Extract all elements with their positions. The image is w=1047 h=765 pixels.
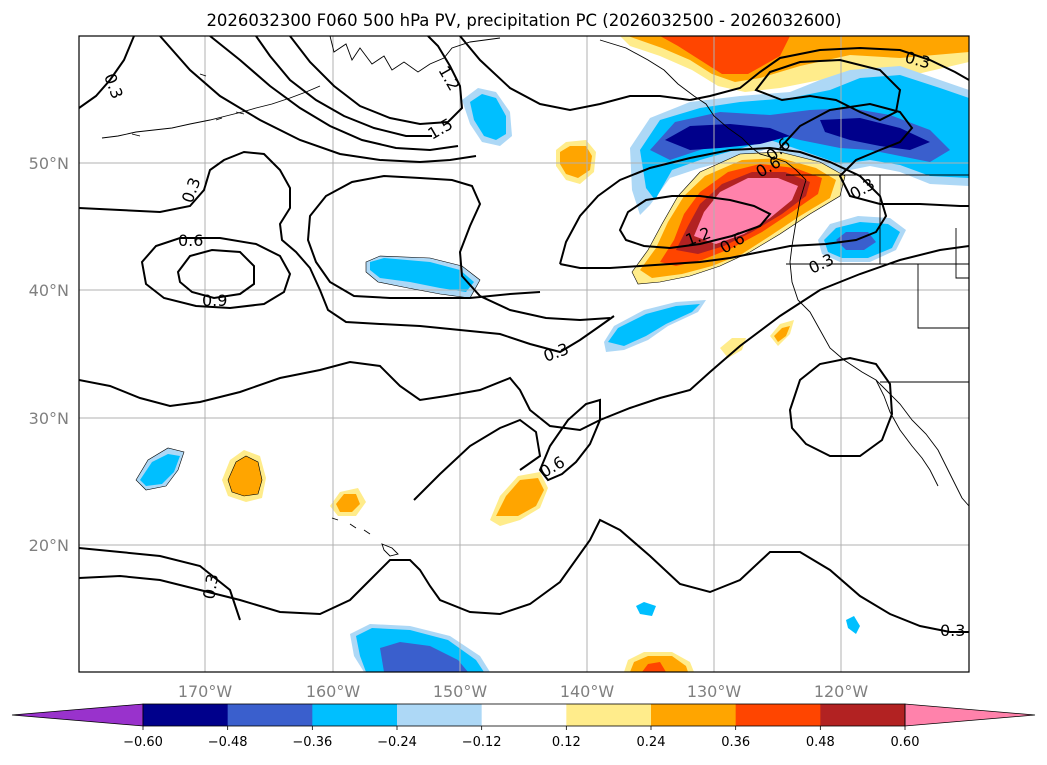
colorbar-swatch xyxy=(143,704,229,726)
pv-contour-south-loop xyxy=(79,518,969,633)
gulf-islands xyxy=(131,73,245,137)
us-west-coast xyxy=(789,179,969,507)
colorbar-tick-label: 0.36 xyxy=(721,735,750,750)
map-frame xyxy=(78,35,970,673)
pv-contour-06-central xyxy=(538,398,601,482)
pv-contour-12-gulf xyxy=(289,36,464,126)
precip-baja-positive-b-core xyxy=(774,326,790,342)
precip-gulf-positive-core xyxy=(560,146,592,178)
colorbar-tick-label: 0.24 xyxy=(637,735,666,750)
pv-contour-oregon-trough xyxy=(559,146,888,269)
lon-label: 130°W xyxy=(687,682,742,701)
precip-west-negative-core xyxy=(140,454,180,486)
baja-peninsula xyxy=(875,379,939,487)
precip-hawaii-positive-core xyxy=(336,494,360,512)
pv-contour-15-gulf xyxy=(255,36,432,137)
colorbar-swatch xyxy=(312,704,398,726)
pv-contour-outer-gulf-a xyxy=(159,36,477,164)
precip-outlines xyxy=(135,151,846,497)
precip-sw-negative-core xyxy=(608,304,700,346)
longitude-labels: 170°W 160°W 150°W 140°W 130°W 120°W xyxy=(178,682,869,701)
latitude-labels: 50°N 40°N 30°N 20°N xyxy=(29,154,69,555)
pv-contour-ne-trough-loop xyxy=(413,418,542,501)
bc-alaska-panhandle xyxy=(599,39,807,181)
pv-contours xyxy=(79,36,969,633)
precip-gulf-negative-core xyxy=(470,94,506,140)
colorbar-swatch xyxy=(820,704,906,726)
colorbar-swatch xyxy=(397,704,483,726)
figure-title: 2026032300 F060 500 hPa PV, precipitatio… xyxy=(206,11,841,30)
precip-small-negative-a xyxy=(636,602,656,616)
lat-label: 20°N xyxy=(29,536,69,555)
pv-contour-ne-loop xyxy=(754,58,902,122)
coastlines xyxy=(101,36,969,557)
precip-west-positive-core xyxy=(228,456,262,496)
pv-contour-03-subtropics xyxy=(79,245,969,432)
colorbar-swatch xyxy=(481,704,567,726)
map-panel: 0.3 0.3 0.6 0.9 1.2 1.5 0.3 0.6 1.2 0.6 … xyxy=(79,36,969,672)
colorbar-frame xyxy=(142,703,906,727)
precip-south-negative-core xyxy=(380,642,468,672)
precip-midpac-negative-core xyxy=(370,258,474,292)
lon-label: 140°W xyxy=(560,682,615,701)
colorbar-tick-label: 0.60 xyxy=(891,735,920,750)
pv-contour-06-ring xyxy=(140,237,292,310)
pv-contour-03-west xyxy=(79,150,615,354)
alaska-coast xyxy=(329,36,501,73)
pv-contour-09-ring xyxy=(176,248,255,300)
lon-label: 120°W xyxy=(814,682,869,701)
lat-label: 30°N xyxy=(29,409,69,428)
colorbar-swatch xyxy=(651,704,737,726)
contour-label: 0.6 xyxy=(178,231,203,250)
lon-label: 170°W xyxy=(178,682,233,701)
colorbar: −0.60 −0.48 −0.36 −0.24 −0.12 0.12 0.24 0.36 0.4… xyxy=(11,703,1036,750)
precip-small-negative-b xyxy=(846,616,860,634)
precip-south-positive-red xyxy=(642,662,666,672)
contour-label: 0.3 xyxy=(199,572,222,600)
pv-contour-12-oregon xyxy=(618,195,772,250)
precip-north-positive-inner xyxy=(660,36,790,74)
precip-central-positive-core xyxy=(496,478,544,516)
precip-oregon-positive-core xyxy=(694,178,798,244)
pv-contour-30n-oval xyxy=(788,356,894,457)
colorbar-tick-label: −0.12 xyxy=(462,735,502,750)
colorbar-swatch xyxy=(735,704,821,726)
lat-label: 50°N xyxy=(29,154,69,173)
colorbar-extend-low xyxy=(11,703,144,727)
pv-contour-03-gulf xyxy=(459,36,691,112)
colorbar-tick-label: −0.36 xyxy=(292,735,332,750)
precipitation-shading xyxy=(136,36,969,672)
pv-contour-03-south xyxy=(79,547,241,621)
precip-nepac-negative-core xyxy=(665,118,930,150)
pv-contour-03-midpac xyxy=(306,174,611,322)
colorbar-swatch xyxy=(227,704,313,726)
colorbar-tick-label: −0.60 xyxy=(123,735,163,750)
colorbar-tick-label: 0.48 xyxy=(806,735,835,750)
pv-contour-03-north xyxy=(79,36,135,109)
contour-label: 0.9 xyxy=(202,291,227,310)
lon-label: 160°W xyxy=(306,682,361,701)
pv-contour-ridge-ne xyxy=(689,46,969,101)
pv-contour-coast-ridge xyxy=(779,102,969,207)
state-borders xyxy=(786,175,969,329)
lon-label: 150°W xyxy=(433,682,488,701)
colorbar-tick-label: −0.24 xyxy=(377,735,417,750)
colorbar-tick-label: 0.12 xyxy=(552,735,581,750)
colorbar-extend-high xyxy=(904,703,1036,727)
colorbar-swatch xyxy=(566,704,652,726)
precip-nepac-negative-inner xyxy=(650,108,950,162)
colorbar-tick-label: −0.48 xyxy=(208,735,248,750)
lat-label: 40°N xyxy=(29,281,69,300)
contour-label: 0.3 xyxy=(940,621,965,640)
precip-baja-positive-a xyxy=(720,338,746,358)
hawaii-islands xyxy=(331,517,399,557)
pv-contour-outer-gulf-b xyxy=(209,36,459,152)
